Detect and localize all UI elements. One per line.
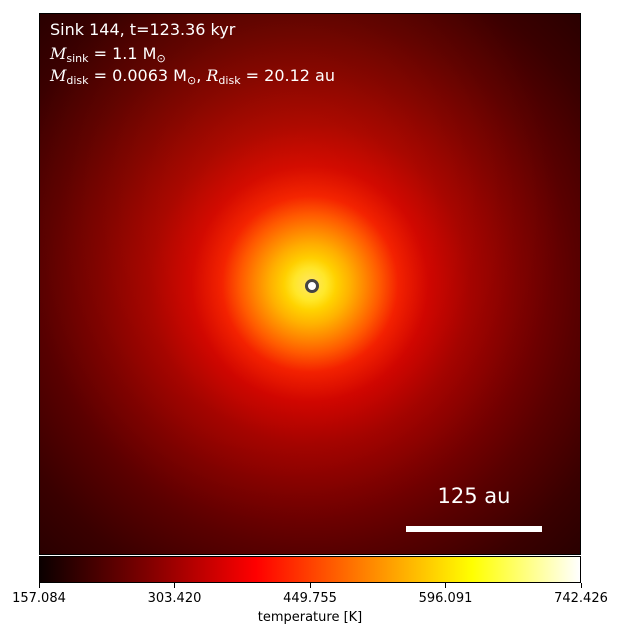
colorbar-tick — [309, 583, 311, 588]
colorbar — [39, 556, 581, 583]
colorbar-tick — [38, 583, 40, 588]
colorbar-tick — [580, 583, 582, 588]
rdisk-value: = 20.12 au — [240, 66, 335, 85]
colorbar-tick-label: 157.084 — [12, 591, 66, 606]
scale-bar-label: 125 au — [437, 484, 511, 508]
msink-symbol: M — [50, 44, 67, 63]
colorbar-tick-label: 742.426 — [554, 591, 608, 606]
colorbar-tick-label: 449.755 — [283, 591, 337, 606]
disk-properties-label: Mdisk = 0.0063 M⊙, Rdisk = 20.12 au — [50, 66, 335, 91]
temperature-heatmap: Sink 144, t=123.36 kyr Msink = 1.1 M⊙ Md… — [39, 13, 581, 555]
mdisk-sun-symbol: ⊙ — [186, 74, 197, 87]
mdisk-symbol: M — [50, 66, 67, 85]
rdisk-subscript: disk — [218, 74, 241, 87]
mdisk-value: = 0.0063 M — [88, 66, 187, 85]
msink-subscript: sink — [66, 52, 89, 65]
sink-circle-marker — [305, 279, 319, 293]
colorbar-tick — [174, 583, 175, 588]
rdisk-symbol: R — [206, 66, 219, 85]
info-separator: , — [196, 66, 207, 85]
colorbar-tick-label: 303.420 — [147, 591, 202, 606]
sink-title-text: Sink 144, t=123.36 kyr — [50, 20, 236, 39]
mdisk-subscript: disk — [66, 74, 89, 87]
colorbar-tick-label: 596.091 — [418, 591, 473, 606]
colorbar-tick — [445, 583, 446, 588]
scale-bar — [406, 526, 542, 532]
msink-value: = 1.1 M — [88, 44, 157, 63]
msink-sun-symbol: ⊙ — [156, 52, 166, 65]
sink-title: Sink 144, t=123.36 kyr — [50, 20, 235, 40]
sink-mass-label: Msink = 1.1 M⊙ — [50, 44, 166, 69]
colorbar-label: temperature [K] — [257, 610, 363, 625]
